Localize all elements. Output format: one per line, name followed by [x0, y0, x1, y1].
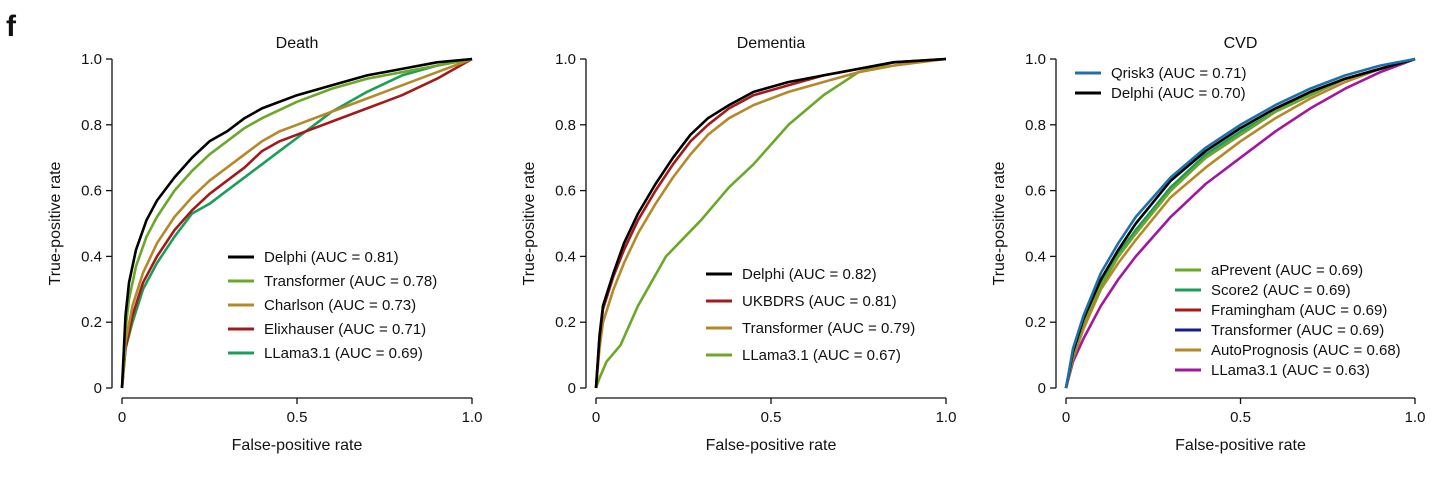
- death-y-tick-label: 0: [94, 380, 102, 397]
- cvd-y-tick-label: 0.6: [1025, 183, 1046, 200]
- dementia-series-line: [594, 57, 947, 389]
- cvd-series-line: [1064, 57, 1416, 389]
- dementia-y-tick-label: 0.8: [555, 117, 576, 134]
- death-chart-title: Death: [276, 35, 319, 52]
- cvd-y-tick-label: 0.2: [1025, 314, 1046, 331]
- dementia-series-line: [594, 57, 947, 389]
- dementia-chart-title: Dementia: [737, 35, 806, 52]
- death-y-tick-label: 0.2: [81, 314, 102, 331]
- death-x-axis-label: False-positive rate: [232, 437, 363, 454]
- death-series-line: [120, 57, 473, 389]
- death-legend-label: Charlson (AUC = 0.73): [264, 297, 416, 314]
- dementia-x-tick-label: 0.5: [761, 409, 782, 426]
- death-legend-label: Transformer (AUC = 0.78): [264, 273, 437, 290]
- dementia-x-tick-label: 0: [592, 409, 600, 426]
- dementia-y-tick-label: 1.0: [555, 51, 576, 68]
- dementia-x-tick-label: 1.0: [936, 409, 957, 426]
- death-legend-label: Delphi (AUC = 0.81): [264, 249, 399, 266]
- cvd-series-line: [1064, 57, 1416, 389]
- dementia-y-tick-label: 0: [568, 380, 576, 397]
- dementia-legend-label: LLama3.1 (AUC = 0.67): [742, 347, 901, 364]
- dementia-legend-label: Transformer (AUC = 0.79): [742, 320, 915, 337]
- dementia-y-axis-label: True-positive rate: [521, 161, 538, 285]
- death-x-tick-label: 1.0: [462, 409, 483, 426]
- death-x-tick-label: 0.5: [287, 409, 308, 426]
- death-legend-label: LLama3.1 (AUC = 0.69): [264, 345, 423, 362]
- death-series-line: [120, 57, 473, 389]
- cvd-series-line: [1064, 57, 1416, 389]
- panel-letter: f: [6, 10, 16, 43]
- dementia-y-tick-label: 0.6: [555, 183, 576, 200]
- death-legend-label: Elixhauser (AUC = 0.71): [264, 321, 426, 338]
- death-y-tick-label: 1.0: [81, 51, 102, 68]
- dementia-legend-label: Delphi (AUC = 0.82): [742, 266, 877, 283]
- cvd-legend-label: Delphi (AUC = 0.70): [1111, 85, 1246, 102]
- dementia-series-line: [594, 57, 947, 389]
- dementia-legend-label: UKBDRS (AUC = 0.81): [742, 293, 897, 310]
- cvd-y-tick-label: 0.4: [1025, 248, 1046, 265]
- death-y-axis-label: True-positive rate: [47, 161, 64, 285]
- death-series-line: [120, 57, 473, 389]
- cvd-x-tick-label: 1.0: [1405, 409, 1426, 426]
- death-y-tick-label: 0.6: [81, 183, 102, 200]
- cvd-y-tick-label: 0.8: [1025, 117, 1046, 134]
- death-y-tick-label: 0.4: [81, 248, 102, 265]
- cvd-legend-label: Framingham (AUC = 0.69): [1211, 302, 1387, 319]
- cvd-legend-label: Score2 (AUC = 0.69): [1211, 282, 1351, 299]
- cvd-chart-title: CVD: [1224, 35, 1258, 52]
- dementia-y-tick-label: 0.4: [555, 248, 576, 265]
- cvd-legend-label: LLama3.1 (AUC = 0.63): [1211, 362, 1370, 379]
- cvd-series-line: [1064, 57, 1416, 389]
- cvd-y-tick-label: 1.0: [1025, 51, 1046, 68]
- cvd-x-axis-label: False-positive rate: [1175, 437, 1306, 454]
- death-series-line: [120, 57, 473, 389]
- cvd-legend-label: AutoPrognosis (AUC = 0.68): [1211, 342, 1401, 359]
- cvd-x-tick-label: 0.5: [1230, 409, 1251, 426]
- dementia-series-line: [594, 57, 947, 389]
- cvd-y-axis-label: True-positive rate: [991, 161, 1008, 285]
- cvd-y-tick-label: 0: [1038, 380, 1046, 397]
- cvd-legend-label: Transformer (AUC = 0.69): [1211, 322, 1384, 339]
- death-y-tick-label: 0.8: [81, 117, 102, 134]
- cvd-legend-label: Qrisk3 (AUC = 0.71): [1111, 65, 1246, 82]
- death-x-tick-label: 0: [118, 409, 126, 426]
- cvd-x-tick-label: 0: [1062, 409, 1070, 426]
- dementia-x-axis-label: False-positive rate: [706, 437, 837, 454]
- cvd-legend-label: aPrevent (AUC = 0.69): [1211, 262, 1363, 279]
- death-series-line: [120, 57, 473, 389]
- dementia-y-tick-label: 0.2: [555, 314, 576, 331]
